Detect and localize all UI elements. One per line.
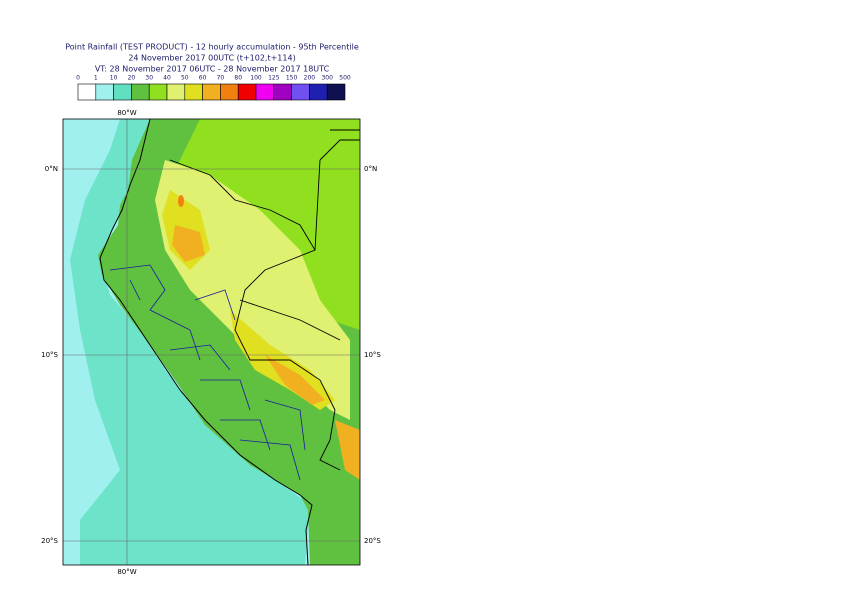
colorbar-swatch [326,83,346,101]
colorbar-swatch [184,83,203,101]
colorbar-label: 100 [250,75,262,82]
colorbar-label: 80 [234,75,242,82]
rain-core [335,420,360,480]
lat-label: 20°S [41,537,58,545]
colorbar-label: 10 [110,75,118,82]
colorbar-swatch [202,83,221,101]
map [63,119,360,565]
colorbar-label: 125 [268,75,280,82]
colorbar-swatch [255,83,275,101]
rain-core [172,225,205,262]
colorbar-swatch [131,83,150,101]
colorbar-label: 20 [128,75,136,82]
coastal-rain [70,119,310,565]
colorbar-swatch [148,83,168,101]
lon-label: 80°W [117,109,136,117]
map-frame [62,118,361,566]
colorbar-swatch [237,83,257,101]
colorbar-label: 70 [217,75,225,82]
colorbar-swatch [273,83,292,101]
region-border [109,264,306,481]
lat-label: 0°N [364,165,377,173]
subtitle: 24 November 2017 00UTC (t+102,t+114) [128,54,295,63]
colorbar-swatch [309,83,328,101]
colorbar-label: 500 [339,75,351,82]
lat-label: 10°S [41,351,58,359]
colorbar-swatch [166,83,186,101]
colorbar-label: 60 [199,75,207,82]
lat-label: 20°S [364,537,381,545]
lat-label: 0°N [45,165,58,173]
coastline [99,119,313,565]
colorbar-label: 40 [163,75,171,82]
valid-time: VT: 28 November 2017 06UTC - 28 November… [95,65,330,74]
rain-core [265,355,325,405]
colorbar-swatch [77,83,97,101]
colorbar: 0 1 10 20 30 40 50 60 70 80 100 125 150 200 300 500 [76,75,351,101]
colorbar-label: 0 [76,75,80,82]
colorbar-label: 150 [286,75,298,82]
title: Point Rainfall (TEST PRODUCT) - 12 hourl… [65,43,359,52]
colorbar-swatch [95,83,114,101]
lon-label: 80°W [117,568,136,576]
colorbar-swatch [291,83,310,101]
lat-label: 10°S [364,351,381,359]
colorbar-label: 30 [145,75,153,82]
colorbar-label: 300 [321,75,333,82]
colorbar-label: 50 [181,75,189,82]
colorbar-swatch [113,83,132,101]
country-border [169,129,360,471]
colorbar-label: 1 [94,75,98,82]
rain-core [178,195,184,207]
colorbar-swatch [220,83,239,101]
colorbar-label: 200 [304,75,316,82]
